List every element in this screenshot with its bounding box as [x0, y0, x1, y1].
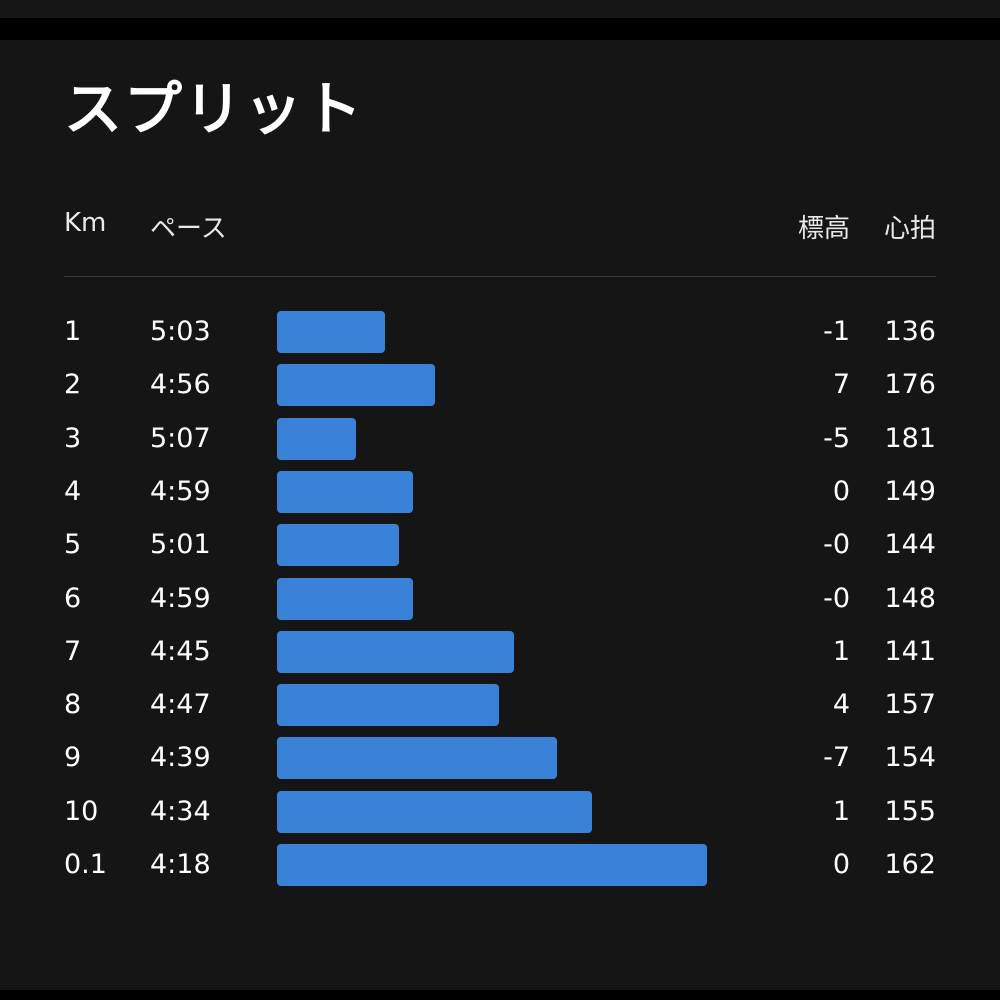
- split-pace: 5:03: [150, 316, 211, 347]
- split-pace: 4:47: [150, 689, 211, 720]
- split-km: 9: [64, 742, 82, 773]
- split-km: 4: [64, 476, 82, 507]
- top-strip: [0, 0, 1000, 18]
- split-elevation: 0: [832, 476, 850, 507]
- split-pace: 5:07: [150, 423, 211, 454]
- header-pace: ペース: [150, 214, 227, 244]
- pace-bar: [277, 844, 707, 886]
- split-heart-rate: 157: [884, 689, 936, 720]
- split-row: 9 4:39 -7 154: [0, 737, 1000, 781]
- header-elevation: 標高: [797, 214, 850, 244]
- split-elevation: 1: [832, 636, 850, 667]
- split-km: 10: [64, 796, 99, 827]
- split-row: 4 4:59 0 149: [0, 471, 1000, 515]
- split-pace: 4:39: [150, 742, 211, 773]
- pace-bar: [277, 578, 413, 620]
- header-heart-rate: 心拍: [883, 214, 936, 244]
- split-heart-rate: 141: [884, 636, 936, 667]
- split-row: 5 5:01 -0 144: [0, 524, 1000, 568]
- pace-bar: [277, 311, 385, 353]
- split-km: 2: [64, 369, 82, 400]
- split-heart-rate: 136: [884, 316, 936, 347]
- split-km: 7: [64, 636, 82, 667]
- split-row: 0.1 4:18 0 162: [0, 844, 1000, 888]
- pace-bar: [277, 631, 514, 673]
- pace-bar: [277, 418, 356, 460]
- split-elevation: 4: [832, 689, 850, 720]
- split-km: 0.1: [64, 849, 107, 880]
- pace-bar: [277, 737, 557, 779]
- split-row: 8 4:47 4 157: [0, 684, 1000, 728]
- split-elevation: -5: [823, 423, 850, 454]
- split-pace: 4:56: [150, 369, 211, 400]
- pace-bar: [277, 524, 399, 566]
- split-pace: 5:01: [150, 529, 211, 560]
- split-heart-rate: 144: [884, 529, 936, 560]
- split-elevation: -7: [823, 742, 850, 773]
- pace-bar: [277, 471, 413, 513]
- split-elevation: 0: [832, 849, 850, 880]
- split-row: 2 4:56 7 176: [0, 364, 1000, 408]
- split-elevation: 7: [832, 369, 850, 400]
- split-heart-rate: 148: [884, 583, 936, 614]
- split-pace: 4:45: [150, 636, 211, 667]
- split-heart-rate: 154: [884, 742, 936, 773]
- page-title: スプリット: [64, 75, 365, 143]
- split-row: 1 5:03 -1 136: [0, 311, 1000, 355]
- split-km: 5: [64, 529, 82, 560]
- split-km: 6: [64, 583, 82, 614]
- split-row: 10 4:34 1 155: [0, 791, 1000, 835]
- split-elevation: 1: [832, 796, 850, 827]
- split-heart-rate: 181: [884, 423, 936, 454]
- split-heart-rate: 155: [884, 796, 936, 827]
- split-pace: 4:59: [150, 476, 211, 507]
- split-heart-rate: 162: [884, 849, 936, 880]
- pace-bar: [277, 364, 435, 406]
- split-pace: 4:18: [150, 849, 211, 880]
- split-heart-rate: 176: [884, 369, 936, 400]
- split-heart-rate: 149: [884, 476, 936, 507]
- pace-bar: [277, 684, 499, 726]
- pace-bar: [277, 791, 592, 833]
- split-row: 7 4:45 1 141: [0, 631, 1000, 675]
- split-pace: 4:59: [150, 583, 211, 614]
- header-divider: [64, 276, 936, 277]
- split-elevation: -0: [823, 529, 850, 560]
- split-row: 6 4:59 -0 148: [0, 578, 1000, 622]
- split-row: 3 5:07 -5 181: [0, 418, 1000, 462]
- header-km: Km: [64, 208, 107, 238]
- split-elevation: -1: [823, 316, 850, 347]
- split-km: 3: [64, 423, 82, 454]
- split-km: 1: [64, 316, 82, 347]
- split-pace: 4:34: [150, 796, 211, 827]
- split-km: 8: [64, 689, 82, 720]
- split-elevation: -0: [823, 583, 850, 614]
